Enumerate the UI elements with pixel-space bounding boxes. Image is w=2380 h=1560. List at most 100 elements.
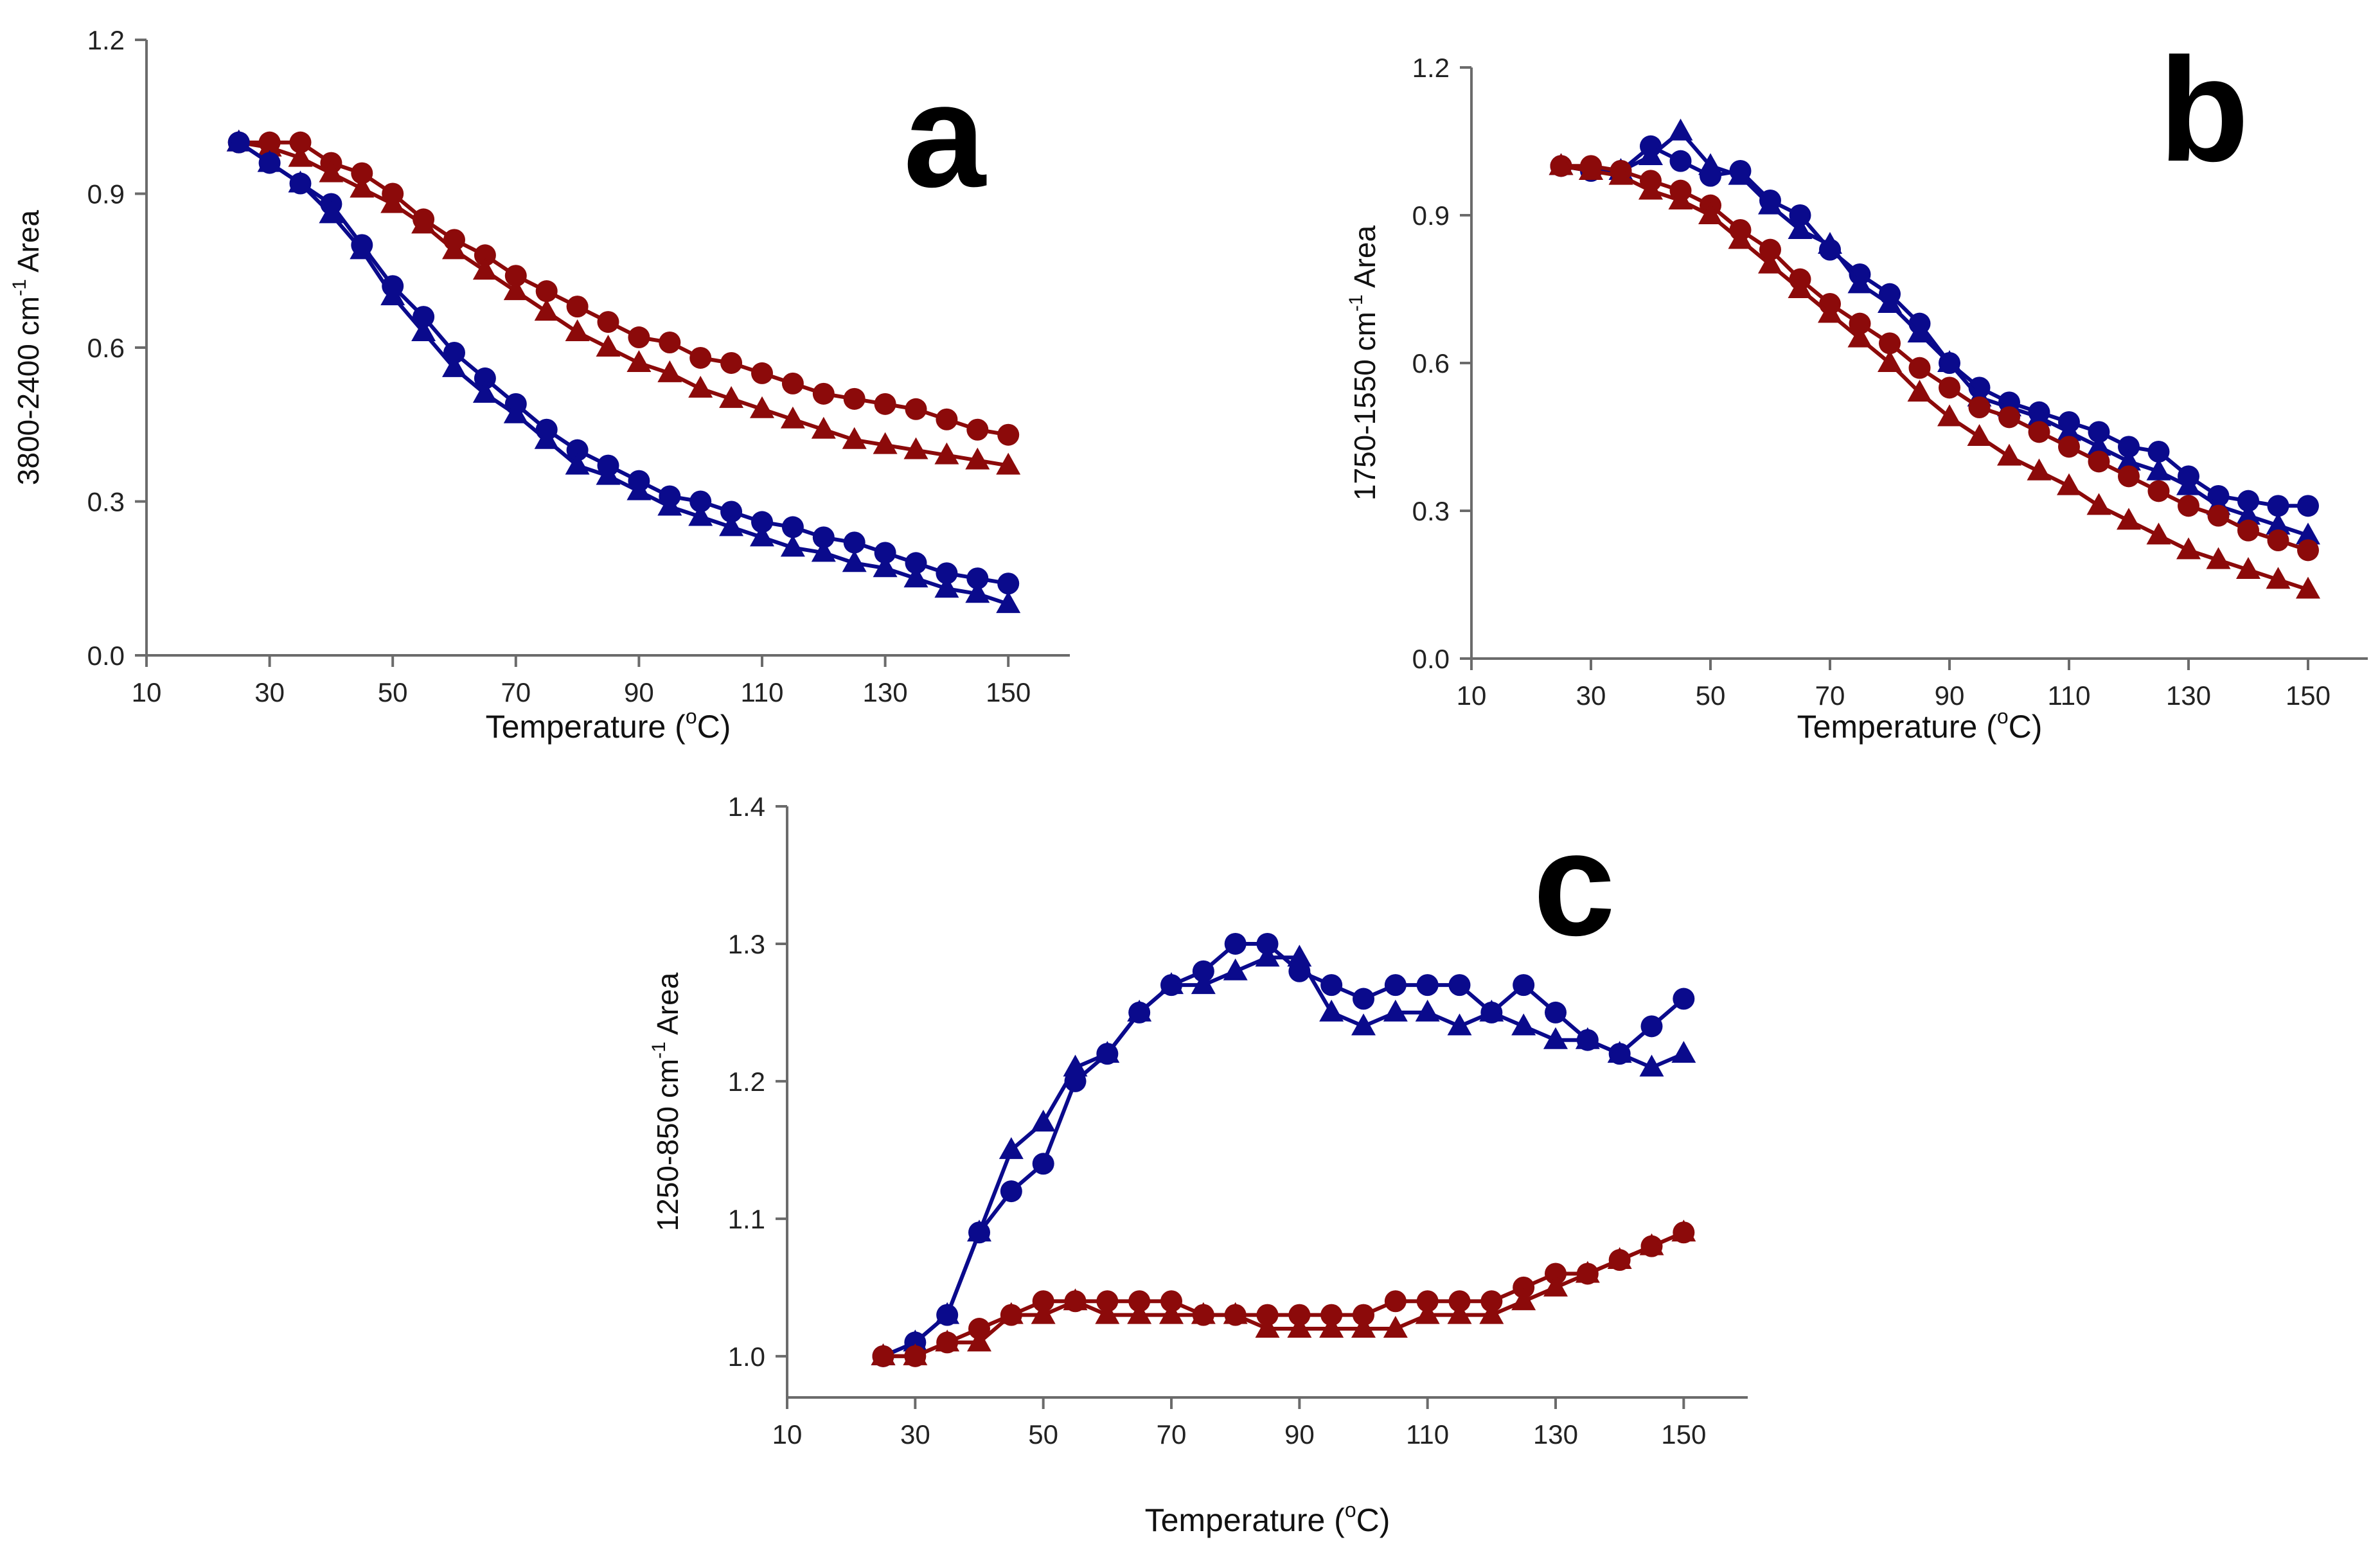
- data-point: [1223, 1302, 1248, 1324]
- panel-letter-b: b: [2159, 27, 2250, 192]
- data-point: [565, 452, 590, 475]
- y-tick-label: 0.0: [87, 641, 125, 671]
- y-axis-title-end: Area: [12, 209, 45, 279]
- x-tick-label: 10: [1457, 680, 1487, 711]
- data-point: [903, 565, 928, 588]
- chart-panel-c: 10 30 50 70 90 110 130 150 1.0 1.1 1.2 1.3 1.4 Temper…: [648, 792, 1748, 1538]
- data-point: [935, 1329, 960, 1352]
- series-blue-circle: [872, 932, 1695, 1367]
- data-point: [2176, 473, 2201, 495]
- data-point: [1128, 1290, 1151, 1313]
- data-point: [1224, 932, 1247, 955]
- data-point: [1160, 1290, 1182, 1313]
- y-tick-label: 0.3: [1412, 496, 1450, 526]
- data-point: [2267, 529, 2289, 551]
- x-tick-label: 70: [1157, 1419, 1187, 1449]
- data-point: [1319, 999, 1344, 1022]
- data-point: [2117, 448, 2141, 471]
- x-tick-label: 70: [1815, 680, 1845, 711]
- data-point: [688, 504, 713, 526]
- y-tick-label: 0.9: [1412, 200, 1450, 231]
- data-point: [2206, 547, 2231, 569]
- data-point: [1063, 1054, 1088, 1077]
- data-point: [1638, 177, 1663, 200]
- data-point: [1479, 999, 1504, 1022]
- x-tick-label: 50: [378, 677, 408, 707]
- x-axis-title-main: Temperature (: [486, 709, 686, 745]
- data-point: [566, 296, 589, 318]
- data-point: [1159, 972, 1184, 995]
- data-point: [1607, 1247, 1632, 1270]
- data-point: [999, 1302, 1024, 1324]
- data-point: [2147, 441, 2170, 463]
- data-point: [997, 423, 1020, 446]
- data-point: [1545, 1001, 1567, 1024]
- data-point: [1288, 1304, 1311, 1326]
- data-point: [2057, 419, 2081, 441]
- data-point: [534, 427, 559, 449]
- data-point: [1448, 974, 1471, 997]
- data-point: [442, 355, 466, 377]
- data-point: [503, 278, 528, 301]
- data-point: [871, 1343, 896, 1365]
- data-point: [1480, 1290, 1503, 1313]
- panel-letter-c: c: [1533, 801, 1615, 966]
- data-point: [1384, 1290, 1407, 1313]
- x-tick-label: 150: [2286, 680, 2331, 711]
- data-point: [2146, 458, 2171, 481]
- data-point: [1907, 321, 1932, 342]
- y-tick-label: 1.2: [87, 25, 125, 55]
- data-point: [2088, 421, 2110, 443]
- data-point: [720, 351, 743, 374]
- data-point: [781, 372, 804, 394]
- data-point: [1967, 424, 1992, 446]
- data-point: [1728, 227, 1753, 249]
- data-point: [2118, 436, 2140, 458]
- x-tick-label: 150: [1661, 1419, 1706, 1449]
- x-axis-title: Temperature (oC): [1145, 1498, 1390, 1538]
- data-point: [2267, 495, 2289, 517]
- data-point: [781, 516, 804, 538]
- data-point: [1997, 443, 2021, 466]
- data-point: [812, 382, 835, 405]
- data-point: [874, 393, 896, 415]
- data-point: [874, 542, 896, 564]
- x-tick-label: 50: [1028, 1419, 1058, 1449]
- data-point: [1758, 251, 1782, 274]
- data-point: [996, 591, 1021, 614]
- y-tick-label: 0.9: [87, 179, 125, 209]
- x-axis-title-end: C): [2009, 709, 2043, 745]
- x-axis-title-sup: o: [1997, 705, 2009, 728]
- data-point: [1878, 291, 1902, 313]
- data-point: [442, 237, 466, 260]
- series-red-circle: [227, 131, 1020, 446]
- data-point: [1673, 988, 1695, 1010]
- series-red-triangle: [226, 129, 1021, 475]
- data-point: [843, 531, 866, 554]
- data-point: [1032, 1153, 1054, 1175]
- data-point: [1575, 1261, 1600, 1283]
- data-point: [842, 427, 867, 449]
- data-point: [1668, 188, 1693, 209]
- y-axis-title: 1250-850 cm-1 Area: [648, 972, 684, 1231]
- x-axis-title-main: Temperature (: [1145, 1502, 1345, 1538]
- data-point: [873, 555, 898, 578]
- data-point: [751, 362, 773, 384]
- y-axis-title-sup: -1: [648, 1041, 670, 1059]
- data-point: [628, 326, 650, 349]
- data-point: [811, 416, 836, 439]
- data-point: [1788, 217, 1813, 239]
- x-tick-label: 150: [986, 677, 1031, 707]
- y-tick-label: 1.1: [728, 1204, 765, 1234]
- y-tick-label: 0.6: [87, 333, 125, 363]
- data-point: [1383, 999, 1408, 1022]
- data-point: [289, 131, 312, 154]
- series-red-circle: [872, 1221, 1695, 1367]
- y-tick-label: 1.0: [728, 1342, 765, 1372]
- y-axis-title-main: 1250-850 cm: [651, 1059, 684, 1232]
- x-axis-title-main: Temperature (: [1797, 709, 1998, 745]
- data-point: [1353, 988, 1374, 1010]
- data-point: [566, 439, 589, 461]
- y-tick-label: 0.3: [87, 487, 125, 517]
- data-point: [657, 493, 682, 516]
